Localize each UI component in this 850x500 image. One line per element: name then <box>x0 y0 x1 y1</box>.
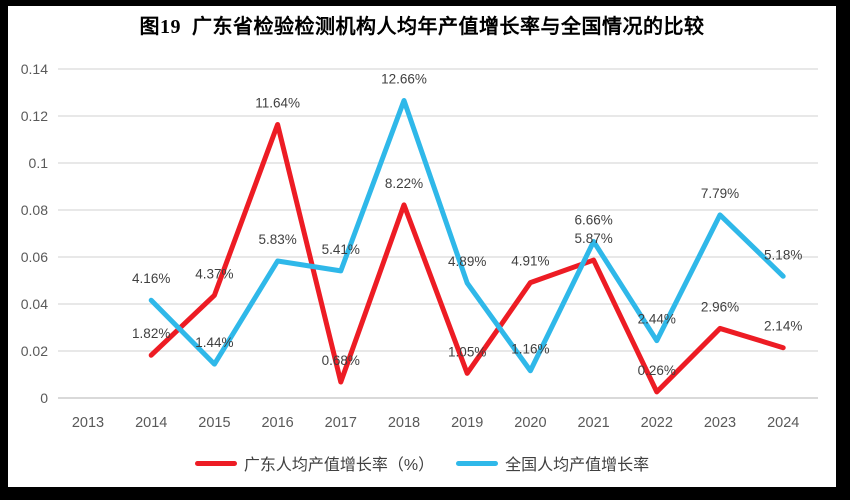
x-tick-label: 2024 <box>767 415 799 431</box>
national-series-line <box>148 97 786 374</box>
data-label: 5.83% <box>258 232 296 247</box>
legend-item-guangdong: 广东人均产值增长率（%） <box>194 451 435 475</box>
x-tick-label: 2013 <box>72 415 104 431</box>
x-tick-label: 2019 <box>451 415 483 431</box>
data-label: 1.05% <box>448 344 486 359</box>
y-tick-label: 0.08 <box>21 202 48 218</box>
x-tick-label: 2020 <box>514 415 546 431</box>
data-label: 5.41% <box>322 242 360 257</box>
data-label: 1.16% <box>511 342 549 357</box>
data-label: 2.96% <box>701 299 739 314</box>
data-label: 2.44% <box>638 312 676 327</box>
y-tick-label: 0.02 <box>21 343 48 359</box>
x-tick-label: 2022 <box>641 415 673 431</box>
x-tick-label: 2021 <box>577 415 609 431</box>
data-label: 4.91% <box>511 254 549 269</box>
data-label: 1.82% <box>132 326 170 341</box>
x-tick-label: 2018 <box>388 415 420 431</box>
y-tick-label: 0.04 <box>21 296 48 312</box>
national-line-swatch <box>456 460 499 466</box>
data-label: 1.44% <box>195 335 233 350</box>
y-tick-label: 0.1 <box>29 155 49 171</box>
y-tick-label: 0 <box>40 390 48 406</box>
y-tick-label: 0.06 <box>21 249 48 265</box>
x-tick-label: 2023 <box>704 415 736 431</box>
y-tick-label: 0.12 <box>21 108 48 124</box>
data-label: 2.14% <box>764 319 802 334</box>
data-label: 11.64% <box>255 95 300 110</box>
legend-item-national: 全国人均产值增长率 <box>456 451 649 475</box>
data-label: 6.66% <box>574 212 612 227</box>
data-label: 5.87% <box>574 231 612 246</box>
data-label: 0.68% <box>322 353 360 368</box>
guangdong-line-swatch <box>194 460 237 466</box>
data-label: 7.79% <box>701 186 739 201</box>
legend-label-guangdong: 广东人均产值增长率（%） <box>243 457 435 474</box>
y-tick-label: 0.14 <box>21 61 48 77</box>
x-tick-label: 2017 <box>325 415 357 431</box>
data-label: 4.37% <box>195 266 233 281</box>
x-tick-label: 2016 <box>261 415 293 431</box>
guangdong-series-line <box>148 121 786 395</box>
data-label: 5.18% <box>764 247 802 262</box>
chart-legend: 广东人均产值增长率（%） 全国人均产值增长率 <box>8 451 836 475</box>
legend-label-national: 全国人均产值增长率 <box>505 457 650 474</box>
x-tick-label: 2014 <box>135 415 167 431</box>
data-label: 4.89% <box>448 254 486 269</box>
x-tick-label: 2015 <box>198 415 230 431</box>
data-label: 0.26% <box>638 363 676 378</box>
data-label: 12.66% <box>381 71 427 86</box>
chart-title: 图19 广东省检验检测机构人均年产值增长率与全国情况的比较 <box>139 16 705 38</box>
line-chart: 0 0.02 0.04 0.06 0.08 0.1 0.12 0.14 2013 2014 2015… <box>21 61 818 431</box>
data-label: 8.22% <box>385 176 423 191</box>
data-label: 4.16% <box>132 271 170 286</box>
